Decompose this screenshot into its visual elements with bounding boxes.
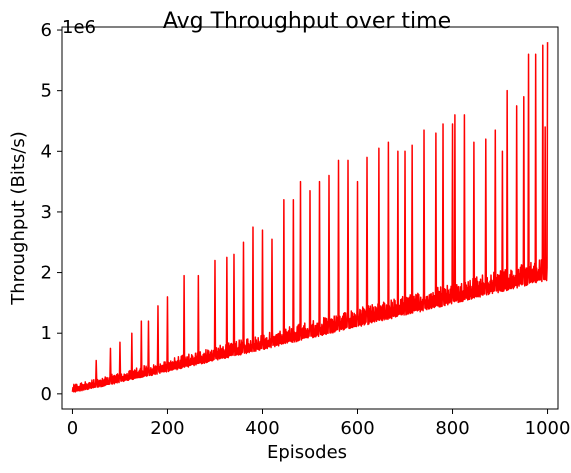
y-tick-label: 6 <box>41 20 52 41</box>
y-axis-ticks: 0 1 2 3 4 5 6 <box>41 20 62 405</box>
x-tick-label: 400 <box>245 418 279 439</box>
y-tick-label: 3 <box>41 202 52 223</box>
y-tick-label: 4 <box>41 141 52 162</box>
y-tick-label: 1 <box>41 323 52 344</box>
x-tick-label: 0 <box>67 418 78 439</box>
series-layer <box>71 42 549 393</box>
plot-frame <box>61 26 559 410</box>
y-tick-label: 2 <box>41 263 52 284</box>
y-axis-offset-label: 1e6 <box>62 17 96 38</box>
y-tick-label: 0 <box>41 384 52 405</box>
x-tick-label: 200 <box>150 418 184 439</box>
x-axis-label: Episodes <box>267 442 347 463</box>
x-tick-label: 800 <box>435 418 469 439</box>
series-line <box>71 42 549 393</box>
x-tick-label: 600 <box>340 418 374 439</box>
y-axis-label: Throughput (Bits/s) <box>8 131 29 306</box>
y-tick-label: 5 <box>41 81 52 102</box>
x-axis-ticks: 0 200 400 600 800 1000 <box>67 409 571 439</box>
x-tick-label: 1000 <box>525 418 571 439</box>
chart-title: Avg Throughput over time <box>163 9 451 34</box>
